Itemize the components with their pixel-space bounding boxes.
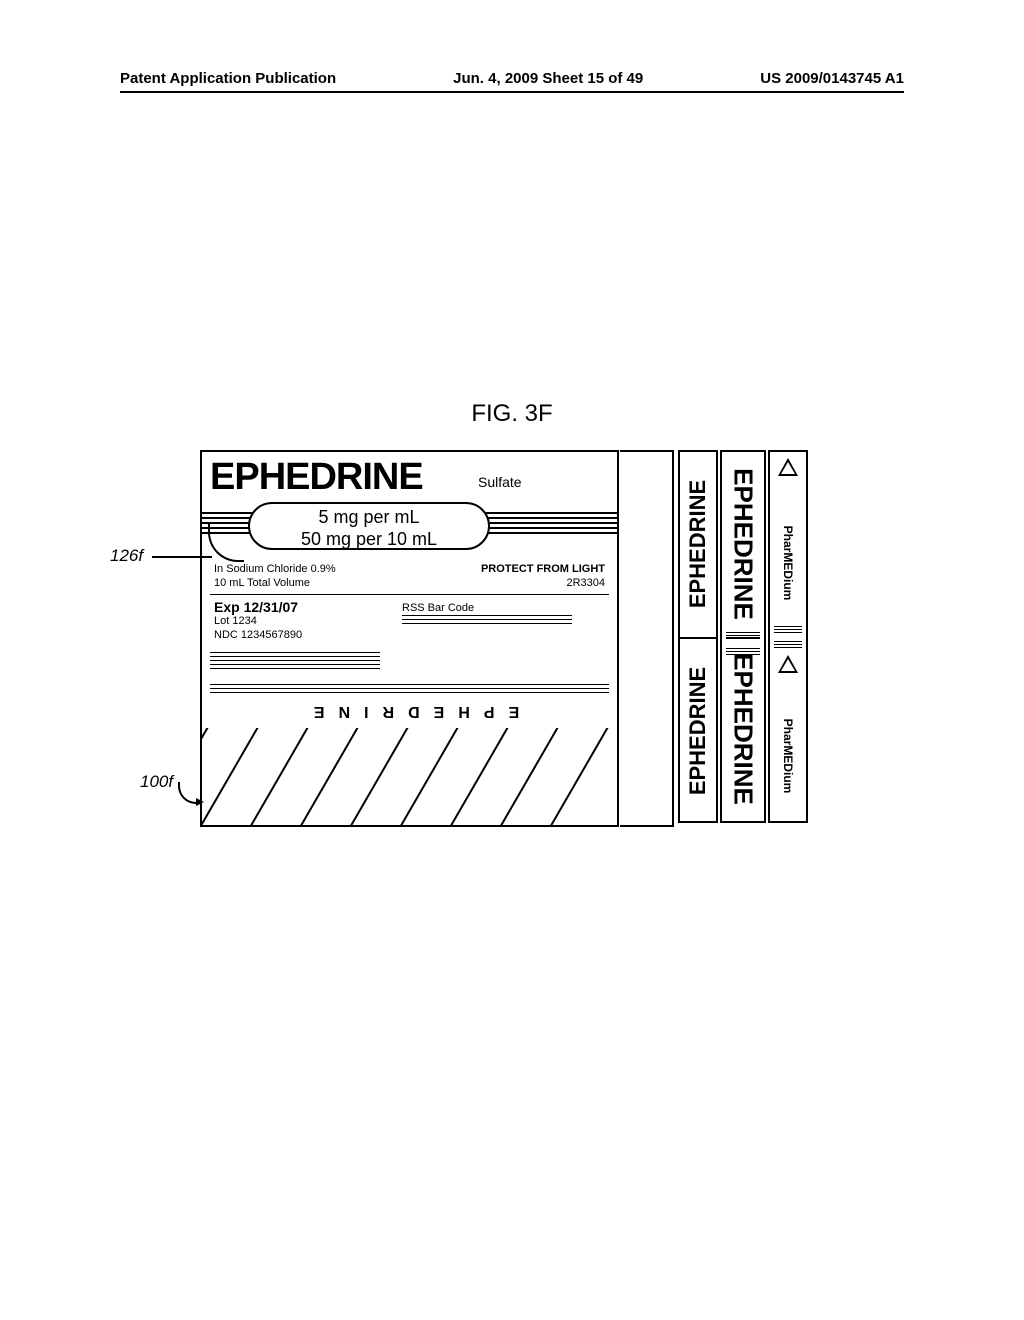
section-divider: [210, 594, 609, 595]
mirrored-drug-name: EPHEDRINE: [202, 702, 617, 720]
flag-strip-3: PharMEDium PharMEDium: [768, 450, 808, 823]
drug-name: EPHEDRINE: [210, 456, 423, 499]
hatching-bottom: [202, 728, 617, 825]
ndc-number: NDC 1234567890: [214, 628, 302, 642]
header-right: US 2009/0143745 A1: [760, 70, 904, 87]
flag-strip-1: EPHEDRINE EPHEDRINE: [678, 450, 718, 823]
info-left: In Sodium Chloride 0.9% 10 mL Total Volu…: [214, 562, 336, 590]
dose-capsule: 5 mg per mL 50 mg per 10 mL: [248, 502, 490, 550]
barcode-placeholder: [402, 612, 572, 624]
decorative-stripes-mid: [210, 652, 380, 674]
product-code: 2R3304: [481, 576, 605, 590]
brand-text-top: PharMEDium: [781, 525, 795, 600]
patent-figure: 126f 100f EPHEDRINE Sulfate 5 mg per mL …: [200, 450, 840, 830]
callout-126f: 126f: [110, 546, 143, 566]
exp-date: Exp 12/31/07: [214, 600, 302, 614]
lot-number: Lot 1234: [214, 614, 302, 628]
header-left: Patent Application Publication: [120, 70, 336, 87]
main-syringe-label: EPHEDRINE Sulfate 5 mg per mL 50 mg per …: [200, 450, 619, 827]
diluent-text: In Sodium Chloride 0.9%: [214, 562, 336, 576]
flag-strip-1-bottom-text: EPHEDRINE: [685, 667, 711, 795]
hatching-panel-right: [620, 450, 674, 827]
flag-strip-2: EPHEDRINE EPHEDRINE: [720, 450, 766, 823]
callout-100f: 100f: [140, 772, 173, 792]
flag-strip-1-top-text: EPHEDRINE: [685, 480, 711, 608]
drug-suffix: Sulfate: [478, 474, 522, 490]
dose-line-2: 50 mg per 10 mL: [250, 528, 488, 550]
flag-strip-2-top-text: EPHEDRINE: [728, 468, 759, 620]
page-header: Patent Application Publication Jun. 4, 2…: [120, 70, 904, 93]
protect-text: PROTECT FROM LIGHT: [481, 562, 605, 576]
info-right: PROTECT FROM LIGHT 2R3304: [481, 562, 605, 590]
decorative-stripes-full: [210, 684, 609, 696]
brand-text-bottom: PharMEDium: [781, 719, 795, 794]
volume-text: 10 mL Total Volume: [214, 576, 336, 590]
expiration-block: Exp 12/31/07 Lot 1234 NDC 1234567890: [214, 600, 302, 642]
flag-strip-2-bottom-text: EPHEDRINE: [728, 653, 759, 805]
dose-line-1: 5 mg per mL: [250, 506, 488, 528]
header-center: Jun. 4, 2009 Sheet 15 of 49: [453, 70, 643, 87]
figure-title: FIG. 3F: [0, 400, 1024, 428]
